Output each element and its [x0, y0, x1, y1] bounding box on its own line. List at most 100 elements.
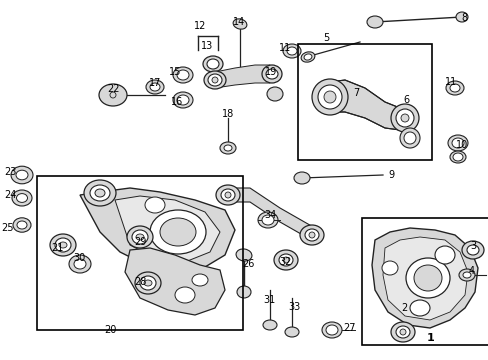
Ellipse shape [390, 322, 414, 342]
Ellipse shape [146, 80, 163, 94]
Text: 14: 14 [232, 17, 244, 27]
Bar [297, 44, 431, 160]
Ellipse shape [451, 138, 463, 148]
Ellipse shape [220, 142, 236, 154]
Text: 10: 10 [455, 140, 467, 150]
Ellipse shape [90, 185, 110, 201]
Ellipse shape [132, 230, 148, 244]
Ellipse shape [110, 92, 116, 98]
Ellipse shape [301, 52, 314, 62]
Ellipse shape [405, 258, 449, 298]
Text: 33: 33 [287, 302, 300, 312]
Ellipse shape [212, 77, 218, 83]
Ellipse shape [136, 234, 143, 240]
Text: 2: 2 [400, 303, 407, 313]
Ellipse shape [127, 226, 153, 248]
Ellipse shape [400, 114, 408, 122]
Text: 26: 26 [242, 259, 254, 269]
Polygon shape [80, 188, 235, 270]
Text: 5: 5 [322, 33, 328, 43]
Text: 8: 8 [460, 13, 466, 23]
Ellipse shape [461, 241, 483, 259]
Polygon shape [215, 65, 269, 88]
Ellipse shape [237, 286, 250, 298]
Ellipse shape [11, 166, 33, 184]
Ellipse shape [177, 70, 189, 80]
Ellipse shape [175, 287, 195, 303]
Ellipse shape [262, 65, 282, 83]
Bar [37, 176, 243, 330]
Ellipse shape [317, 85, 341, 109]
Text: 31: 31 [263, 295, 275, 305]
Ellipse shape [395, 109, 413, 127]
Polygon shape [125, 248, 224, 315]
Ellipse shape [13, 218, 31, 232]
Ellipse shape [447, 135, 467, 151]
Text: 6: 6 [402, 95, 408, 105]
Text: 28: 28 [134, 277, 146, 287]
Ellipse shape [17, 221, 27, 229]
Ellipse shape [366, 16, 382, 28]
Ellipse shape [434, 246, 454, 264]
Ellipse shape [325, 325, 337, 335]
Text: 15: 15 [168, 67, 181, 77]
Ellipse shape [84, 180, 116, 206]
Text: 17: 17 [148, 78, 161, 88]
Text: 22: 22 [106, 84, 119, 94]
Text: 11: 11 [444, 77, 456, 87]
Ellipse shape [233, 19, 246, 29]
Polygon shape [115, 196, 220, 262]
Ellipse shape [466, 245, 478, 255]
Ellipse shape [160, 218, 196, 246]
Ellipse shape [55, 238, 71, 252]
Text: 19: 19 [264, 67, 277, 77]
Ellipse shape [324, 91, 335, 103]
Ellipse shape [236, 249, 251, 261]
Ellipse shape [283, 257, 288, 263]
Text: 7: 7 [352, 88, 358, 98]
Text: 1: 1 [426, 333, 434, 343]
Ellipse shape [221, 189, 235, 201]
Ellipse shape [279, 254, 292, 266]
Ellipse shape [308, 232, 314, 238]
Ellipse shape [216, 185, 240, 205]
Ellipse shape [177, 95, 189, 105]
Text: 30: 30 [73, 253, 85, 263]
Text: 13: 13 [201, 41, 213, 51]
Ellipse shape [50, 234, 76, 256]
Ellipse shape [286, 47, 296, 55]
Bar [361, 218, 488, 345]
Ellipse shape [399, 128, 419, 148]
Ellipse shape [150, 210, 205, 254]
Ellipse shape [409, 300, 429, 316]
Ellipse shape [95, 189, 105, 197]
Ellipse shape [207, 74, 222, 86]
Ellipse shape [413, 265, 441, 291]
Ellipse shape [140, 276, 156, 290]
Ellipse shape [145, 197, 164, 213]
Ellipse shape [173, 92, 193, 108]
Ellipse shape [258, 212, 278, 228]
Ellipse shape [266, 87, 283, 101]
Ellipse shape [99, 84, 127, 106]
Ellipse shape [458, 269, 474, 281]
Ellipse shape [299, 225, 324, 245]
Ellipse shape [224, 192, 230, 198]
Polygon shape [371, 228, 477, 328]
Ellipse shape [455, 12, 467, 22]
Text: 21: 21 [51, 243, 63, 253]
Ellipse shape [311, 79, 347, 115]
Polygon shape [329, 80, 399, 130]
Ellipse shape [449, 84, 459, 92]
Polygon shape [224, 188, 314, 242]
Text: 25: 25 [2, 223, 14, 233]
Text: 4: 4 [468, 266, 474, 276]
Text: 23: 23 [4, 167, 16, 177]
Text: 9: 9 [387, 170, 393, 180]
Ellipse shape [283, 44, 301, 58]
Ellipse shape [263, 320, 276, 330]
Text: 16: 16 [170, 97, 183, 107]
Text: 34: 34 [264, 210, 276, 220]
Ellipse shape [16, 170, 28, 180]
Ellipse shape [293, 172, 309, 184]
